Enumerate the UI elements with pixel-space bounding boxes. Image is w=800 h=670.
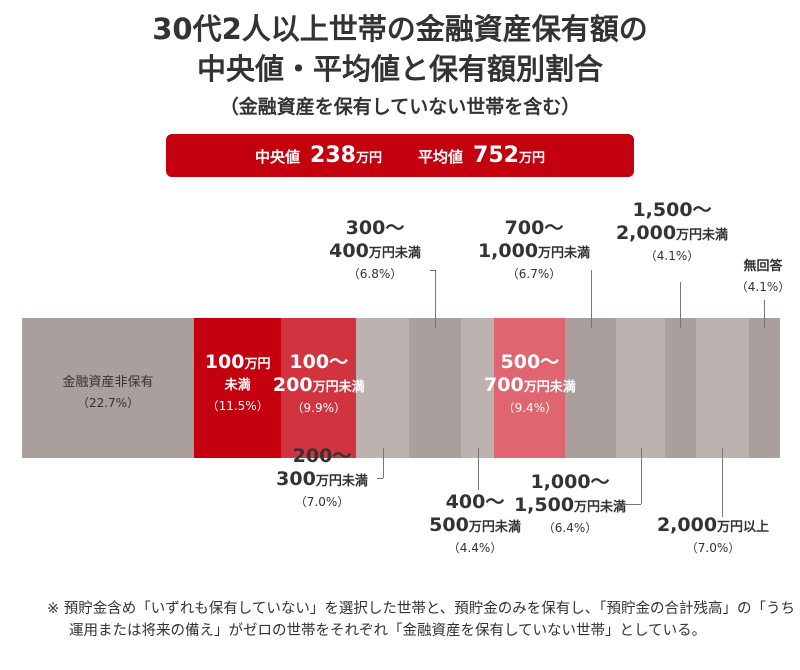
segment-label: 500～ 700万円未満 （9.4%） (484, 352, 576, 419)
label-text: （7.0%） (685, 541, 741, 555)
average-label: 平均値 (418, 148, 464, 166)
label-text: （9.4%） (502, 401, 558, 415)
bar-segment (748, 318, 781, 458)
label-text: 無回答 (743, 259, 783, 274)
average-value: 752 (473, 143, 519, 168)
label-text: （9.9%） (291, 401, 347, 415)
label-text: 1,500～ (632, 199, 712, 221)
label-text: 400～ (445, 491, 505, 513)
segment-label: 金融資産非保有 （22.7%） (63, 372, 154, 414)
label-text: 500～ (500, 351, 560, 373)
leader-line (590, 270, 592, 328)
label-text: 700 (484, 374, 524, 396)
bar-segment (356, 318, 410, 458)
label-text: （22.7%） (76, 396, 140, 410)
label-text: 2,000 (656, 514, 718, 536)
label-text: 200～ (292, 445, 352, 467)
label-text: 万円以上 (717, 520, 770, 535)
label-text: 1,000～ (530, 471, 610, 493)
bar-segment (565, 318, 617, 458)
bar-segment (664, 318, 697, 458)
segment-label: 700～ 1,000万円未満 （6.7%） (478, 218, 590, 285)
segment-label: 400～ 500万円未満 （4.4%） (429, 492, 521, 559)
label-text: 万円未満 (315, 474, 368, 489)
label-text: 万円未満 (676, 228, 729, 243)
label-text: 100～ (289, 351, 349, 373)
bar-segment (194, 318, 282, 458)
label-text: （6.7%） (506, 267, 562, 281)
label-text: 金融資産非保有 (62, 375, 154, 390)
leader-line (680, 282, 682, 328)
label-text: （6.8%） (347, 267, 403, 281)
title-line-2: 中央値・平均値と保有額別割合 (196, 52, 603, 86)
label-text: 1,500 (513, 494, 575, 516)
average-unit: 万円 (518, 151, 545, 166)
label-text: 200 (272, 374, 313, 396)
segment-label: 2,000万円以上 （7.0%） (657, 515, 769, 559)
label-text: 2,000 (615, 222, 677, 244)
subtitle: （金融資産を保有していない世帯を含む） (219, 96, 581, 118)
leader-line (625, 504, 641, 505)
median-unit: 万円 (355, 151, 382, 166)
leader-line (722, 448, 724, 517)
label-text: 500 (429, 514, 469, 536)
label-text: 300～ (345, 217, 405, 239)
leader-line (477, 448, 479, 490)
label-text: （4.1%） (735, 280, 791, 294)
label-text: 万円未満 (538, 246, 591, 261)
bar-segment (409, 318, 462, 458)
leader-line (640, 448, 642, 504)
segment-label: 100万円未満 （11.5%） (205, 352, 271, 417)
label-text: 未満 (224, 378, 251, 393)
label-text: （6.4%） (542, 521, 598, 535)
label-text: 300 (276, 468, 316, 490)
label-text: （7.0%） (294, 495, 350, 509)
label-text: 万円未満 (574, 500, 627, 515)
bar-segment (494, 318, 566, 458)
label-text: （4.1%） (644, 249, 700, 263)
footnote: ※ 預貯金含め「いずれも保有していない」を選択した世帯と、預貯金のみを保有し、「… (47, 598, 800, 642)
summary-banner: 中央値 238万円 平均値 752万円 (166, 134, 634, 177)
median-stat: 中央値 238万円 (255, 143, 382, 168)
median-label: 中央値 (255, 148, 301, 166)
label-text: 万円未満 (312, 380, 365, 395)
footnote-text: ※ 預貯金含め「いずれも保有していない」を選択した世帯と、預貯金のみを保有し、「… (47, 601, 795, 639)
label-text: 万円未満 (523, 380, 576, 395)
label-text: （4.4%） (447, 541, 503, 555)
segment-label: 無回答 （4.1%） (736, 256, 791, 298)
label-text: 700～ (504, 217, 564, 239)
leader-line (377, 478, 383, 479)
label-text: 400 (329, 240, 369, 262)
label-text: 万円 (244, 357, 271, 372)
bar-segment (460, 318, 495, 458)
label-text: 万円未満 (368, 246, 421, 261)
leader-line (764, 300, 766, 328)
segment-label: 1,000～ 1,500万円未満 （6.4%） (514, 472, 626, 539)
label-text: （11.5%） (206, 399, 269, 413)
segment-label: 200～ 300万円未満 （7.0%） (276, 446, 368, 513)
bar-segment (616, 318, 666, 458)
leader-line (430, 270, 436, 271)
label-text: 万円未満 (468, 520, 521, 535)
bar-segment (22, 318, 195, 458)
bar-segment (695, 318, 750, 458)
title-line-1: 30代2人以上世帯の金融資産保有額の (152, 12, 648, 46)
leader-line (382, 448, 384, 478)
label-text: 1,000 (477, 240, 539, 262)
bar-segment (281, 318, 357, 458)
leader-line (435, 270, 437, 328)
label-text: 100 (204, 351, 245, 373)
stacked-bar (22, 318, 781, 458)
segment-label: 300～ 400万円未満 （6.8%） (329, 218, 421, 285)
average-stat: 平均値 752万円 (418, 143, 545, 168)
median-value: 238 (310, 143, 356, 168)
segment-label: 1,500～ 2,000万円未満 （4.1%） (616, 200, 728, 267)
segment-label: 100～ 200万円未満 （9.9%） (273, 352, 365, 419)
